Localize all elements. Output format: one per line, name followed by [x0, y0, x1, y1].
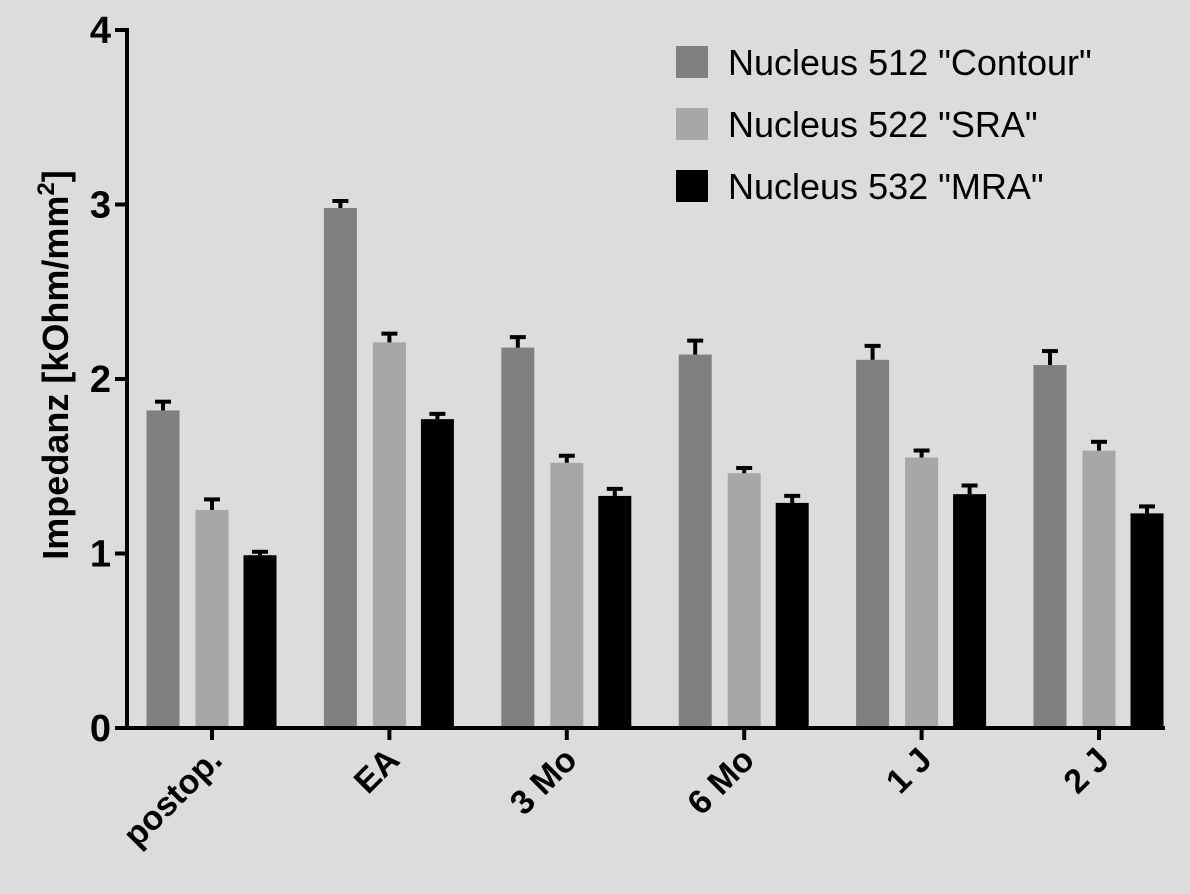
bar — [195, 509, 229, 728]
x-tick-label: 1 J — [879, 741, 939, 801]
y-tick-label: 0 — [90, 708, 111, 750]
bar — [1033, 365, 1067, 728]
bar — [598, 495, 632, 728]
legend-swatch — [676, 170, 708, 202]
bar — [775, 502, 809, 728]
bar — [550, 462, 584, 728]
bar — [146, 410, 180, 728]
legend-label: Nucleus 532 "MRA" — [728, 166, 1044, 207]
legend-label: Nucleus 512 "Contour" — [728, 42, 1092, 83]
legend-swatch — [676, 46, 708, 78]
bar — [323, 207, 357, 729]
bar — [243, 555, 277, 728]
bar — [372, 342, 406, 728]
x-tick-label: EA — [347, 741, 407, 801]
x-tick-label: postop. — [116, 741, 230, 855]
bar — [501, 347, 535, 728]
y-axis-label: Impedanz [kOhm/mm2] — [33, 170, 76, 559]
bar — [1130, 513, 1164, 728]
bar — [420, 419, 454, 728]
x-tick-label: 2 J — [1056, 741, 1116, 801]
y-tick-label: 4 — [90, 10, 111, 52]
legend: Nucleus 512 "Contour" Nucleus 522 "SRA" Nu… — [676, 42, 1092, 207]
legend-label: Nucleus 522 "SRA" — [728, 104, 1038, 145]
bar — [1082, 450, 1116, 728]
y-axis-label-main: Impedanz [kOhm/mm — [35, 196, 76, 560]
bar — [953, 494, 987, 728]
bars-layer — [146, 207, 1164, 729]
y-tick-label: 1 — [90, 534, 111, 576]
error-bars-layer — [155, 199, 1155, 556]
bar — [678, 354, 712, 728]
y-tick-label: 3 — [90, 185, 111, 227]
y-tick-label: 2 — [90, 359, 111, 401]
legend-swatch — [676, 108, 708, 140]
bar — [727, 473, 761, 728]
x-tick-label: 3 Mo — [503, 741, 585, 823]
y-axis-label-close: ] — [35, 170, 76, 182]
bar — [905, 457, 939, 728]
bar — [856, 359, 890, 728]
x-tick-label: 6 Mo — [680, 741, 762, 823]
y-axis-label-superscript: 2 — [33, 182, 60, 195]
